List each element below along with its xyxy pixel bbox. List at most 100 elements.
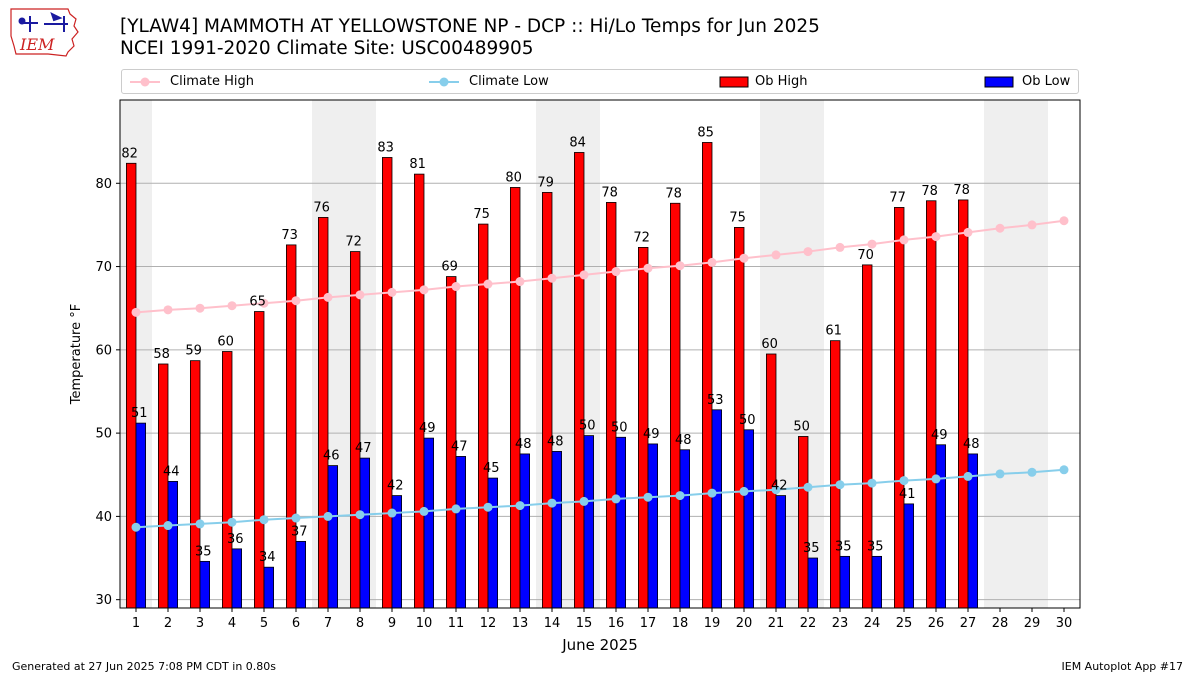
- ob-low-bar: [551, 451, 563, 609]
- ob-high-bar-label: 77: [889, 190, 906, 205]
- title-line-1: [YLAW4] MAMMOTH AT YELLOWSTONE NP - DCP …: [120, 16, 820, 37]
- climate-low-point: [867, 478, 877, 488]
- climate-high-point: [323, 292, 333, 302]
- ob-low-bar-label: 48: [675, 433, 692, 448]
- ob-high-bar: [509, 187, 521, 609]
- legend-label: Climate Low: [469, 74, 549, 89]
- climate-high-point: [483, 279, 493, 289]
- y-tick-label: 80: [95, 177, 112, 192]
- ob-low-bar-label: 51: [131, 406, 148, 421]
- climate-high-point: [899, 235, 909, 245]
- x-tick-label: 26: [928, 616, 945, 631]
- x-tick-label: 4: [228, 616, 236, 631]
- ob-high-bar-label: 72: [633, 230, 650, 245]
- ob-high-bar-label: 84: [569, 135, 586, 150]
- climate-high-point: [387, 287, 397, 297]
- x-tick-label: 11: [448, 616, 465, 631]
- ob-low-bar-label: 53: [707, 393, 724, 408]
- climate-low-point: [707, 488, 717, 498]
- ob-high-bar: [157, 363, 169, 609]
- logo-text: IEM: [19, 35, 55, 54]
- ob-low-bar: [679, 449, 690, 609]
- ob-high-bar: [221, 351, 233, 609]
- x-tick-label: 9: [388, 616, 396, 631]
- ob-low-bar: [647, 443, 658, 609]
- x-axis-label: June 2025: [561, 636, 638, 654]
- chart-title: [YLAW4] MAMMOTH AT YELLOWSTONE NP - DCP …: [120, 16, 820, 60]
- ob-high-bar: [189, 360, 201, 609]
- climate-high-point: [291, 296, 301, 306]
- legend-label: Ob High: [755, 74, 808, 89]
- ob-low-bar-label: 49: [931, 428, 948, 443]
- ob-high-bar-label: 50: [793, 419, 810, 434]
- weekend-band: [984, 100, 1016, 608]
- ob-high-bar: [317, 217, 329, 609]
- x-tick-label: 1: [132, 616, 140, 631]
- x-tick-label: 23: [832, 616, 849, 631]
- ob-high-bar: [381, 157, 393, 609]
- ob-low-bar: [423, 437, 435, 609]
- climate-high-point: [163, 305, 173, 315]
- ob-low-bar: [263, 566, 275, 609]
- climate-low-point: [483, 502, 493, 512]
- ob-high-bar: [798, 436, 809, 609]
- ob-high-bar-label: 79: [537, 175, 554, 190]
- x-tick-label: 16: [608, 616, 625, 631]
- ob-low-bar-label: 47: [355, 441, 372, 456]
- legend-label: Climate High: [170, 74, 255, 89]
- climate-high-point: [131, 307, 141, 317]
- ob-low-bar: [167, 481, 178, 609]
- climate-high-point: [515, 277, 525, 287]
- weekend-band: [1016, 100, 1048, 608]
- ob-high-swatch-icon: [719, 76, 749, 88]
- ob-high-bar: [542, 192, 553, 609]
- ob-low-bar-label: 42: [387, 479, 404, 494]
- climate-low-point: [259, 515, 269, 525]
- ob-low-bar: [135, 422, 146, 609]
- ob-high-bar-label: 78: [953, 183, 970, 198]
- weather-station-icon: [18, 12, 68, 32]
- climate-low-point: [323, 511, 333, 521]
- ob-high-bar-label: 75: [729, 210, 746, 225]
- ob-low-bar: [295, 540, 307, 609]
- ob-high-bar-label: 76: [313, 200, 330, 215]
- climate-low-point: [803, 482, 813, 492]
- x-tick-label: 30: [1056, 616, 1073, 631]
- ob-high-bar-label: 78: [601, 185, 618, 200]
- x-tick-label: 27: [960, 616, 977, 631]
- ob-high-bar-label: 83: [377, 140, 394, 155]
- footer-app-id: IEM Autoplot App #17: [1061, 660, 1184, 673]
- climate-high-point: [547, 273, 557, 283]
- ob-low-bar: [743, 429, 754, 609]
- climate-high-point: [963, 227, 973, 237]
- ob-low-bar-label: 48: [515, 437, 532, 452]
- x-tick-label: 18: [672, 616, 689, 631]
- climate-high-point: [419, 285, 429, 295]
- x-tick-label: 28: [992, 616, 1009, 631]
- ob-high-bar: [862, 264, 873, 609]
- climate-low-point: [675, 491, 685, 501]
- climate-low-point: [547, 498, 557, 508]
- climate-low-point: [355, 510, 365, 520]
- climate-high-marker-icon: [130, 77, 160, 87]
- x-tick-label: 3: [196, 616, 204, 631]
- ob-low-bar: [487, 477, 499, 609]
- x-tick-label: 17: [640, 616, 657, 631]
- ob-low-bar-label: 50: [611, 420, 628, 435]
- ob-high-bar-label: 60: [217, 335, 234, 350]
- x-tick-label: 13: [512, 616, 529, 631]
- y-tick-label: 60: [95, 343, 112, 358]
- climate-low-point: [931, 474, 941, 484]
- climate-high-line: [135, 219, 1065, 314]
- ob-high-bar-label: 72: [345, 235, 362, 250]
- climate-low-point: [643, 492, 653, 502]
- ob-high-bar-label: 75: [473, 207, 490, 222]
- ob-high-bar: [413, 173, 425, 609]
- legend: Climate High Climate Low Ob High Ob Low: [121, 69, 1079, 94]
- climate-low-point: [131, 522, 141, 532]
- ob-high-bar: [349, 251, 361, 609]
- ob-high-bar-label: 78: [921, 184, 938, 199]
- ob-high-bar-label: 59: [185, 344, 202, 359]
- ob-high-bar-label: 65: [249, 295, 266, 310]
- ob-low-bar-label: 47: [451, 439, 468, 454]
